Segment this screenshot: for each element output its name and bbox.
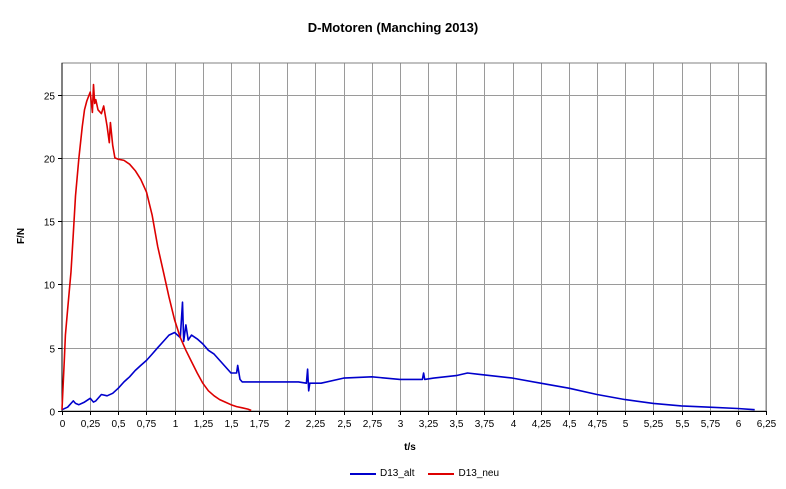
x-tick-label: 4 — [511, 419, 517, 430]
x-tick-label: 1 — [173, 419, 179, 430]
x-tick-label: 2 — [285, 419, 291, 430]
x-tick-label: 4,5 — [563, 419, 577, 430]
y-tick-label: 25 — [44, 92, 56, 103]
series-line-d13-alt — [61, 301, 755, 411]
chart-title: D-Motoren (Manching 2013) — [307, 20, 479, 35]
x-tick-label: 3,5 — [450, 419, 464, 430]
x-tick-label: 2,75 — [363, 419, 383, 430]
gridlines — [62, 63, 767, 411]
x-tick-label: 1,25 — [194, 419, 214, 430]
x-tick-label: 4,25 — [532, 419, 552, 430]
x-tick-label: 3,75 — [475, 419, 495, 430]
legend-swatch-d13-alt — [350, 472, 376, 475]
x-tick-label: 2,25 — [306, 419, 326, 430]
x-tick-label: 5,75 — [701, 419, 721, 430]
y-tick-label: 5 — [49, 345, 55, 356]
y-tick-label: 20 — [44, 155, 56, 166]
axes — [58, 62, 767, 415]
x-tick-label: 5,5 — [676, 419, 690, 430]
legend-item-d13-alt: D13_alt — [350, 468, 414, 479]
x-tick-label: 1,5 — [225, 419, 239, 430]
x-tick-label: 0,5 — [112, 419, 126, 430]
x-tick-label: 3,25 — [419, 419, 439, 430]
x-tick-label: 1,75 — [250, 419, 270, 430]
x-tick-label: 0 — [60, 419, 66, 430]
x-tick-label: 4,75 — [588, 419, 608, 430]
series-lines — [61, 83, 755, 412]
plot-area — [61, 62, 767, 412]
y-tick-labels: 0 5 10 15 20 25 — [44, 92, 56, 419]
x-tick-label: 0,75 — [137, 419, 157, 430]
x-tick-label: 0,25 — [81, 419, 101, 430]
legend: D13_alt D13_neu — [350, 468, 499, 479]
x-tick-label: 3 — [398, 419, 404, 430]
legend-item-d13-neu: D13_neu — [428, 468, 499, 479]
y-tick-label: 0 — [49, 408, 55, 419]
x-tick-labels: 0 0,25 0,5 0,75 1 1,25 1,5 1,75 2 2,25 2,5 2,75 3 3,2… — [60, 419, 777, 430]
x-tick-label: 2,5 — [338, 419, 352, 430]
x-axis-label: t/s — [404, 442, 416, 453]
y-tick-label: 10 — [44, 281, 56, 292]
legend-swatch-d13-neu — [428, 472, 455, 475]
y-tick-label: 15 — [44, 218, 56, 229]
series-line-d13-neu — [61, 83, 252, 412]
x-tick-label: 6 — [736, 419, 742, 430]
x-tick-label: 5,25 — [644, 419, 664, 430]
legend-label-d13-alt: D13_alt — [380, 468, 415, 479]
y-axis-label: F/N — [16, 228, 27, 244]
legend-label-d13-neu: D13_neu — [458, 468, 500, 479]
x-tick-label: 5 — [623, 419, 629, 430]
x-tick-label: 6,25 — [757, 419, 777, 430]
